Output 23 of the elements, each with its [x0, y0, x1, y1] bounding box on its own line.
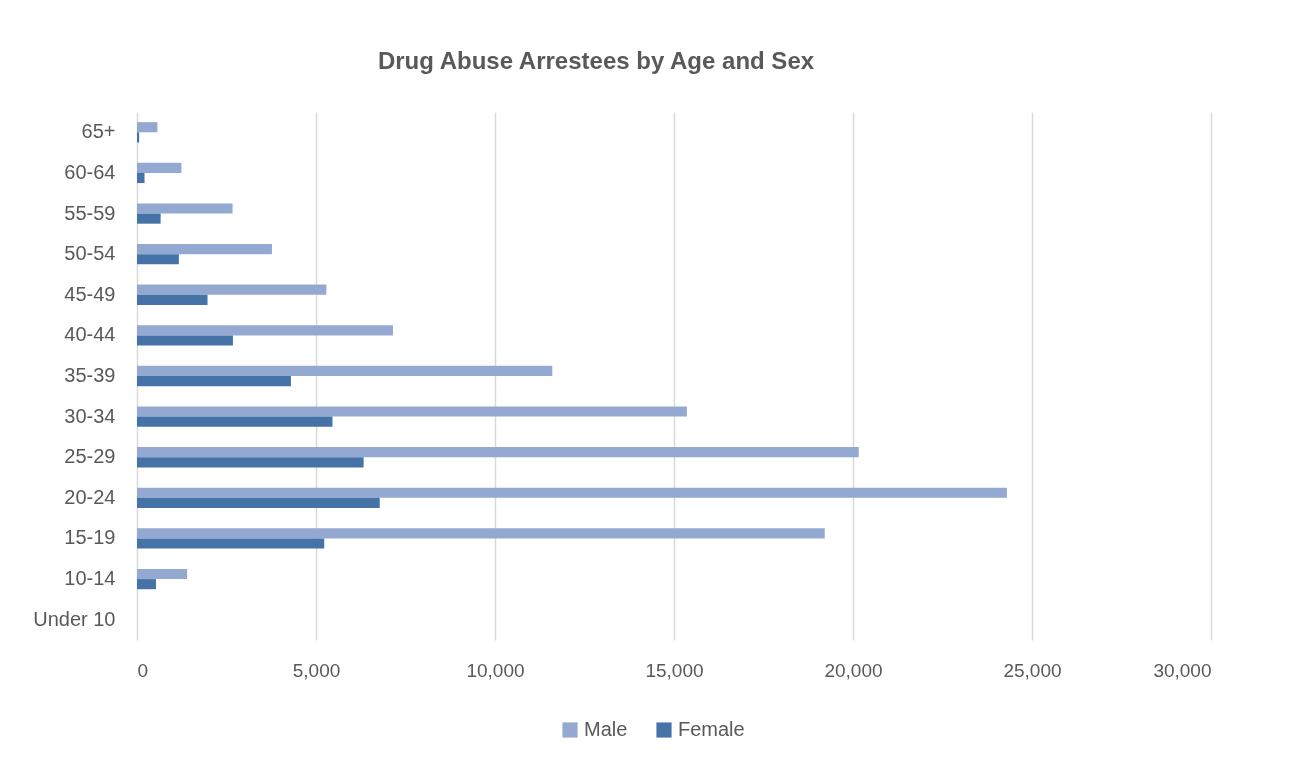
x-tick-label: 25,000: [1003, 659, 1062, 681]
x-tick-label: 20,000: [824, 659, 883, 681]
y-tick-label: 40-44: [64, 323, 116, 346]
x-tick-label: 5,000: [292, 659, 341, 681]
legend-label: Male: [584, 718, 628, 740]
y-tick-label: Under 10: [33, 607, 116, 630]
x-tick-label: 0: [137, 659, 149, 681]
y-tick-label: 50-54: [64, 242, 116, 265]
y-tick-label: 45-49: [64, 282, 116, 305]
y-tick-label: 10-14: [64, 567, 116, 590]
legend-label: Female: [678, 718, 745, 740]
y-tick-label: 35-39: [64, 364, 116, 386]
y-tick-label: 65+: [81, 120, 116, 143]
y-tick-label: 60-64: [64, 160, 116, 183]
y-tick-label: 55-59: [64, 201, 116, 224]
x-tick-label: 15,000: [645, 659, 704, 681]
y-tick-label: 20-24: [64, 485, 116, 508]
y-tick-label: 25-29: [64, 445, 116, 468]
x-tick-label: 30,000: [1153, 659, 1212, 681]
x-tick-label: 10,000: [466, 659, 525, 681]
chart-title: Drug Abuse Arrestees by Age and Sex: [377, 47, 815, 74]
y-tick-label: 15-19: [64, 526, 116, 549]
y-tick-label: 30-34: [64, 404, 116, 427]
